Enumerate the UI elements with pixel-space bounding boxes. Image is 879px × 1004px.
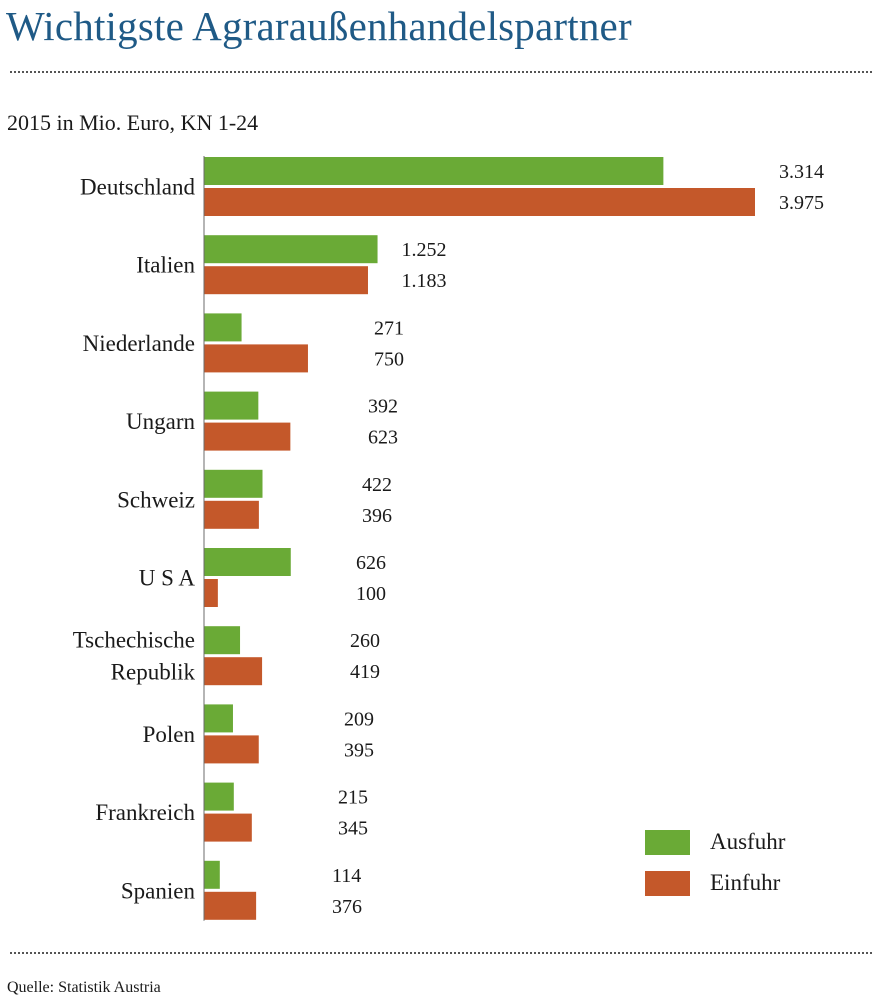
value-label-spanien-ausfuhr: 114 bbox=[332, 865, 361, 887]
legend-item-einfuhr: Einfuhr bbox=[645, 869, 785, 897]
bar-frankreich-einfuhr bbox=[204, 813, 252, 842]
bar-u-s-a-einfuhr bbox=[204, 579, 218, 607]
bar-tschechische-republik-einfuhr bbox=[204, 657, 263, 686]
value-label-spanien-einfuhr: 376 bbox=[332, 896, 362, 918]
category-label-deutschland: Deutschland bbox=[80, 175, 195, 200]
legend-swatch-ausfuhr bbox=[645, 829, 690, 855]
bar-niederlande-ausfuhr bbox=[204, 313, 242, 342]
value-label-schweiz-ausfuhr: 422 bbox=[362, 474, 392, 496]
value-label-tschechische-republik-einfuhr: 419 bbox=[350, 661, 380, 683]
value-label-niederlande-ausfuhr: 271 bbox=[374, 317, 404, 339]
bar-spanien-einfuhr bbox=[204, 891, 257, 920]
category-label-frankreich: Frankreich bbox=[95, 800, 195, 825]
category-label-schweiz: Schweiz bbox=[117, 487, 195, 512]
legend-label-ausfuhr: Ausfuhr bbox=[710, 829, 786, 854]
bar-spanien-ausfuhr bbox=[204, 860, 220, 889]
bar-schweiz-ausfuhr bbox=[204, 469, 263, 498]
category-label-spanien: Spanien bbox=[121, 878, 196, 903]
value-label-tschechische-republik-ausfuhr: 260 bbox=[350, 630, 380, 652]
bar-italien-ausfuhr bbox=[204, 235, 378, 264]
value-label-schweiz-einfuhr: 396 bbox=[362, 505, 392, 527]
bar-schweiz-einfuhr bbox=[204, 500, 259, 529]
value-label-u-s-a-einfuhr: 100 bbox=[356, 583, 386, 605]
bar-ungarn-ausfuhr bbox=[204, 391, 259, 420]
value-label-ungarn-einfuhr: 623 bbox=[368, 427, 398, 449]
value-label-italien-ausfuhr: 1.252 bbox=[402, 239, 447, 261]
category-label-polen: Polen bbox=[143, 722, 196, 747]
chart-title: Wichtigste Agraraußenhandelspartner bbox=[6, 3, 632, 49]
category-label-u-s-a: U S A bbox=[139, 566, 196, 591]
bar-u-s-a-ausfuhr bbox=[204, 548, 291, 576]
category-label-tschechische-republik-1: Tschechische bbox=[73, 628, 195, 653]
value-label-frankreich-einfuhr: 345 bbox=[338, 818, 368, 840]
top-divider bbox=[10, 71, 872, 73]
value-label-deutschland-einfuhr: 3.975 bbox=[779, 192, 824, 214]
legend: Ausfuhr Einfuhr bbox=[645, 828, 785, 910]
category-label-ungarn: Ungarn bbox=[126, 409, 195, 434]
value-label-deutschland-ausfuhr: 3.314 bbox=[779, 161, 824, 183]
category-label-italien: Italien bbox=[136, 253, 195, 278]
bar-niederlande-einfuhr bbox=[204, 344, 308, 373]
chart-subtitle: 2015 in Mio. Euro, KN 1-24 bbox=[7, 110, 259, 135]
source-note: Quelle: Statistik Austria bbox=[7, 979, 161, 996]
bar-italien-einfuhr bbox=[204, 266, 368, 295]
value-label-niederlande-einfuhr: 750 bbox=[374, 348, 404, 370]
bar-deutschland-einfuhr bbox=[204, 188, 755, 216]
legend-label-einfuhr: Einfuhr bbox=[710, 870, 781, 895]
bar-frankreich-ausfuhr bbox=[204, 782, 234, 811]
bar-tschechische-republik-ausfuhr bbox=[204, 626, 241, 655]
bottom-divider bbox=[10, 952, 872, 954]
bar-ungarn-einfuhr bbox=[204, 422, 291, 451]
value-label-italien-einfuhr: 1.183 bbox=[402, 270, 447, 292]
category-label-tschechische-republik-2: Republik bbox=[111, 660, 196, 685]
bar-polen-einfuhr bbox=[204, 735, 259, 764]
legend-swatch-einfuhr bbox=[645, 870, 690, 896]
bar-polen-ausfuhr bbox=[204, 704, 233, 733]
value-label-u-s-a-ausfuhr: 626 bbox=[356, 552, 386, 574]
category-label-niederlande: Niederlande bbox=[83, 331, 195, 356]
value-label-ungarn-ausfuhr: 392 bbox=[368, 396, 398, 418]
value-label-polen-ausfuhr: 209 bbox=[344, 708, 374, 730]
legend-item-ausfuhr: Ausfuhr bbox=[645, 828, 785, 856]
bar-deutschland-ausfuhr bbox=[204, 157, 664, 185]
value-label-frankreich-ausfuhr: 215 bbox=[338, 787, 368, 809]
value-label-polen-einfuhr: 395 bbox=[344, 739, 374, 761]
